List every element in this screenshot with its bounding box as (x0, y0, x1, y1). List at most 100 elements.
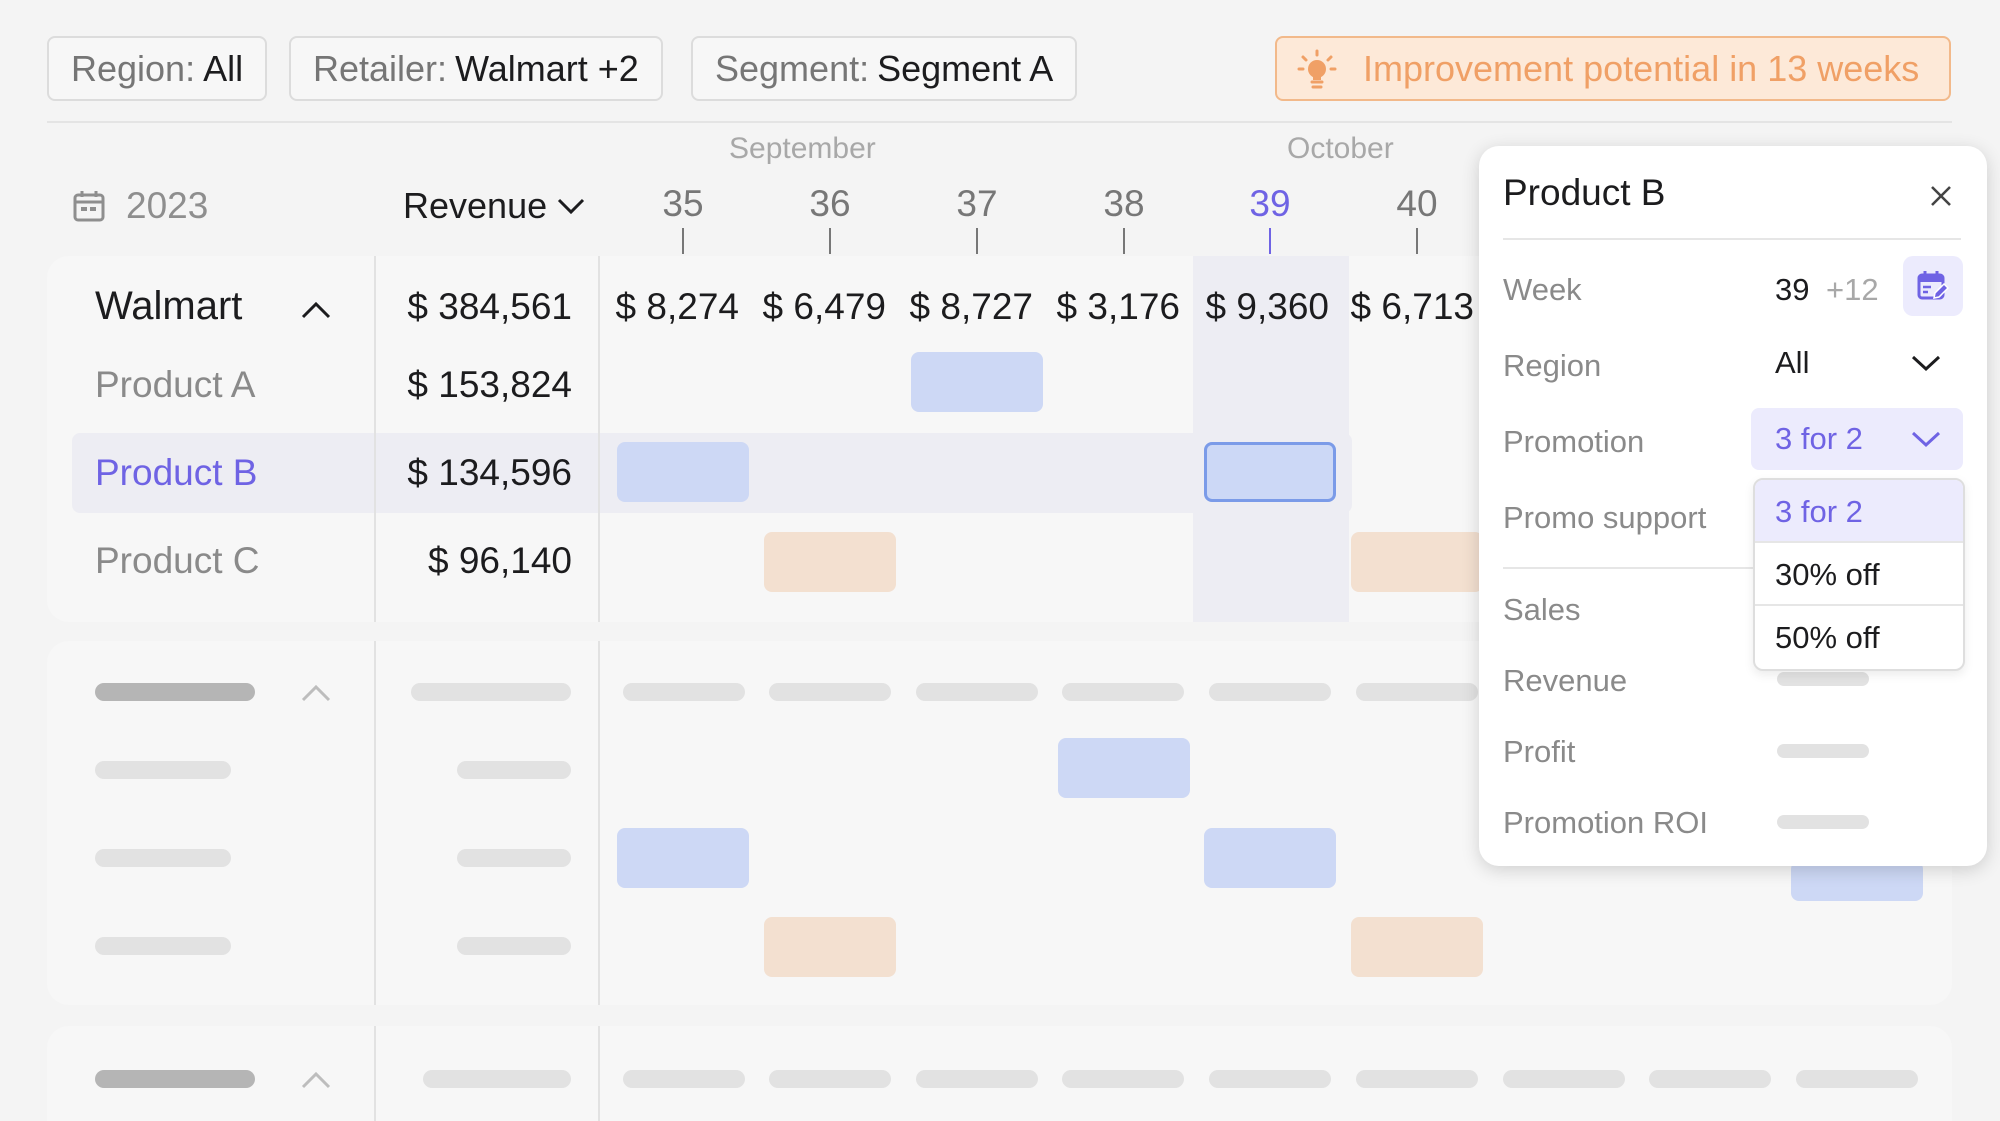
skeleton-bar (95, 1070, 255, 1088)
skeleton-bar (457, 849, 571, 867)
panel-title: Product B (1503, 172, 1666, 213)
improvement-potential-text: Improvement potential in 13 weeks (1363, 47, 1920, 89)
region-select-value: All (1775, 345, 1810, 380)
column-divider (374, 256, 376, 622)
promotion-block[interactable] (764, 532, 896, 592)
week-header-36[interactable]: 36 (809, 183, 851, 224)
skeleton-bar (95, 683, 255, 701)
skeleton-bar (457, 761, 571, 779)
month-label-october: October (1287, 132, 1394, 165)
skeleton-bar (95, 761, 231, 779)
region-filter-chip[interactable]: Region: All (47, 36, 268, 101)
profit-label: Profit (1503, 734, 1576, 769)
group-total: $ 384,561 (407, 286, 572, 327)
retailer-filter-key: Retailer: (313, 48, 448, 89)
week-total-37: $ 8,727 (909, 286, 1033, 327)
skeleton-bar (1356, 683, 1478, 701)
chevron-down-icon (1911, 355, 1941, 372)
week-tick (1416, 228, 1418, 254)
chevron-up-icon[interactable] (301, 683, 331, 703)
skeleton-bar (1209, 683, 1331, 701)
product-row-label-selected[interactable]: Product B (95, 452, 258, 493)
promotion-field-label: Promotion (1503, 424, 1645, 459)
region-select[interactable]: All (1751, 332, 1963, 394)
week-total-38: $ 3,176 (1056, 286, 1180, 327)
skeleton-bar (1777, 672, 1869, 686)
promotion-block[interactable] (617, 442, 749, 502)
group-name: Walmart (95, 284, 243, 328)
close-icon[interactable] (1925, 180, 1957, 212)
promotion-block[interactable] (1351, 917, 1483, 977)
skeleton-bar (623, 1070, 745, 1088)
region-filter-key: Region: (71, 48, 196, 89)
skeleton-bar (916, 683, 1038, 701)
week-tick-active (1269, 228, 1271, 254)
segment-filter-chip[interactable]: Segment: Segment A (691, 36, 1078, 101)
skeleton-bar (1777, 744, 1869, 758)
promotion-roi-label: Promotion ROI (1503, 805, 1709, 840)
promotion-block[interactable] (1791, 861, 1923, 901)
week-total-39: $ 9,360 (1205, 286, 1329, 327)
improvement-potential-banner[interactable]: Improvement potential in 13 weeks (1275, 36, 1951, 101)
week-header-35[interactable]: 35 (662, 183, 704, 224)
promotion-block[interactable] (911, 352, 1043, 412)
week-header-39[interactable]: 39 (1249, 183, 1291, 224)
promotion-block[interactable] (764, 917, 896, 977)
promotion-block-selected[interactable] (1204, 442, 1336, 502)
promotion-block[interactable] (1058, 738, 1190, 798)
chevron-up-icon[interactable] (301, 1070, 331, 1090)
product-row-label[interactable]: Product A (95, 364, 256, 405)
product-total: $ 134,596 (407, 452, 572, 493)
week-header-38[interactable]: 38 (1103, 183, 1145, 224)
column-divider (598, 1026, 600, 1121)
product-total: $ 153,824 (407, 364, 572, 405)
week-field-value[interactable]: 39 (1775, 272, 1810, 307)
promotion-block[interactable] (617, 828, 749, 888)
promotion-block[interactable] (1351, 532, 1483, 592)
schedule-button[interactable] (1903, 256, 1963, 316)
metric-selector[interactable]: Revenue (403, 185, 585, 227)
month-label-september: September (729, 132, 876, 165)
week-field-extra: +12 (1826, 272, 1879, 307)
skeleton-bar (411, 683, 571, 701)
promotion-option-3-for-2[interactable]: 3 for 2 (1755, 480, 1963, 543)
promotion-select[interactable]: 3 for 2 (1751, 408, 1963, 470)
segment-filter-key: Segment: (715, 48, 870, 89)
product-total: $ 96,140 (427, 540, 572, 581)
calendar-icon (73, 191, 105, 222)
promotion-select-value: 3 for 2 (1775, 421, 1863, 456)
skeleton-bar (769, 683, 891, 701)
promotion-option-30-off[interactable]: 30% off (1755, 543, 1963, 606)
filter-divider (47, 121, 1952, 123)
column-divider (598, 641, 600, 1005)
skeleton-bar (95, 937, 231, 955)
skeleton-bar (95, 849, 231, 867)
skeleton-bar (423, 1070, 571, 1088)
retailer-filter-chip[interactable]: Retailer: Walmart +2 (289, 36, 663, 101)
retailer-filter-value: Walmart +2 (455, 48, 639, 89)
retailer-group-placeholder (47, 1026, 1952, 1121)
chevron-up-icon[interactable] (301, 300, 331, 320)
year-selector[interactable]: 2023 (72, 185, 208, 227)
column-divider (374, 641, 376, 1005)
skeleton-bar (457, 937, 571, 955)
promotion-block[interactable] (1204, 828, 1336, 888)
skeleton-bar (1062, 683, 1184, 701)
promotion-option-50-off[interactable]: 50% off (1775, 620, 1880, 655)
skeleton-bar (916, 1070, 1038, 1088)
week-header-40[interactable]: 40 (1396, 183, 1438, 224)
region-filter-value: All (203, 48, 244, 89)
chevron-down-icon (1911, 431, 1941, 448)
week-tick (682, 228, 684, 254)
week-total-40: $ 6,713 (1350, 286, 1474, 327)
week-total-36: $ 6,479 (762, 286, 886, 327)
promotion-dropdown-menu: 3 for 2 30% off 50% off (1753, 478, 1965, 671)
product-row-label[interactable]: Product C (95, 540, 260, 581)
year-label: 2023 (126, 185, 209, 226)
week-header-37[interactable]: 37 (956, 183, 998, 224)
metric-label: Revenue (403, 185, 548, 226)
panel-divider (1503, 567, 1961, 569)
product-detail-panel: Product B Week 39 +12 Region All Promoti… (1479, 146, 1987, 866)
column-divider (598, 256, 600, 622)
skeleton-bar (1649, 1070, 1771, 1088)
